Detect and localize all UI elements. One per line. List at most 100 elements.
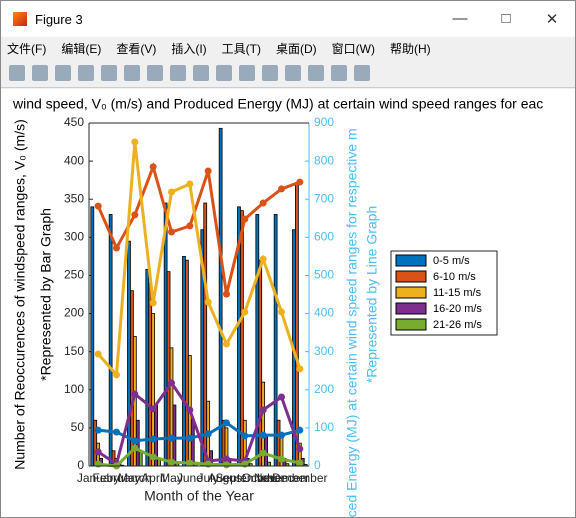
bar (93, 419, 98, 467)
line-marker (278, 431, 285, 439)
y2-tick-label: 300 (314, 344, 334, 358)
bar (267, 461, 271, 467)
x-tick-label: August (208, 471, 246, 485)
tool-button[interactable] (101, 65, 117, 81)
energy-line (96, 162, 301, 295)
line-marker (296, 426, 304, 434)
menu-item[interactable]: 文件(F) (7, 41, 47, 56)
tool-button[interactable] (124, 65, 140, 81)
line-marker (296, 459, 304, 467)
line-marker (149, 453, 157, 461)
menu-item[interactable]: 编辑(E) (61, 41, 102, 56)
line-marker (296, 178, 304, 186)
tool-button[interactable] (55, 65, 71, 81)
line-marker (278, 455, 285, 463)
maximize[interactable]: □ (501, 10, 511, 27)
line-marker (241, 460, 249, 468)
tool-button[interactable] (285, 65, 301, 81)
legend-label: 6-10 m/s (433, 271, 476, 283)
y2-tick-label: 200 (314, 382, 334, 396)
legend-swatch (395, 254, 427, 267)
line-marker (259, 449, 267, 457)
line-marker (223, 419, 230, 427)
bar (185, 259, 189, 467)
line-marker (149, 405, 157, 413)
y2-tick-label: 100 (314, 420, 334, 434)
line-marker (94, 460, 102, 468)
line-marker (149, 435, 157, 443)
y2-tick-label: 700 (314, 191, 334, 205)
x-tick-label: May (160, 471, 183, 485)
x-tick-label: February (92, 471, 140, 485)
tool-button[interactable] (308, 65, 324, 81)
line-marker (149, 299, 157, 307)
menu-item[interactable]: 插入(I) (171, 41, 207, 56)
line-marker (168, 379, 175, 387)
y-tick-label: 400 (64, 153, 84, 167)
line-marker (296, 445, 304, 453)
y2-tick-label: 800 (314, 153, 334, 167)
close[interactable]: ✕ (545, 11, 559, 28)
x-tick-label: June (177, 471, 203, 485)
line-marker (259, 431, 267, 439)
menu-item[interactable]: 桌面(D) (275, 41, 317, 56)
tool-button[interactable] (262, 65, 278, 81)
y-tick-label: 200 (64, 306, 84, 320)
line-marker (131, 437, 139, 445)
line-marker (186, 222, 194, 230)
tool-button[interactable] (354, 65, 370, 81)
bar (145, 268, 150, 467)
y-tick-label: 150 (64, 344, 84, 358)
y-tick-label: 450 (64, 115, 84, 129)
legend-label: 11-15 m/s (433, 287, 482, 299)
title-bar: Figure 3 — □ ✕ (1, 1, 575, 37)
line-marker (113, 244, 120, 252)
tool-button[interactable] (32, 65, 48, 81)
line-marker (223, 290, 230, 298)
legend-swatch (395, 302, 427, 315)
line-marker (186, 459, 194, 467)
line-marker (241, 308, 249, 316)
minimize[interactable]: — (452, 10, 468, 27)
line-marker (241, 432, 249, 440)
y-tick-label: 100 (64, 382, 84, 396)
tool-button[interactable] (216, 65, 232, 81)
toolbar (1, 59, 575, 88)
line-marker (131, 138, 139, 146)
tool-button[interactable] (9, 65, 25, 81)
y-tick-label: 350 (64, 191, 84, 205)
tool-button[interactable] (170, 65, 186, 81)
line-marker (223, 455, 230, 463)
x-tick-label: December (272, 471, 327, 485)
y2-axis-sublabel: *Represented by Line Graph (364, 206, 380, 383)
menu-item[interactable]: 查看(V) (116, 41, 157, 56)
y-tick-label: 0 (77, 458, 84, 472)
bar (240, 210, 244, 467)
tool-button[interactable] (193, 65, 209, 81)
x-tick-label: July (197, 471, 218, 485)
tool-button[interactable] (78, 65, 94, 81)
line-marker (278, 308, 285, 316)
line-marker (94, 350, 102, 358)
window-title: Figure 3 (35, 11, 83, 27)
plot-area (89, 123, 309, 466)
tool-button[interactable] (331, 65, 347, 81)
line-marker (186, 406, 194, 414)
menu-item[interactable]: 工具(T) (221, 41, 261, 56)
y-tick-label: 300 (64, 230, 84, 244)
y2-tick-label: 400 (314, 306, 334, 320)
app-icon (13, 12, 27, 26)
x-axis-label: Month of the Year (144, 488, 254, 504)
tool-button[interactable] (147, 65, 163, 81)
legend-swatch (395, 270, 427, 283)
x-tick-label: January (77, 471, 120, 485)
y2-tick-label: 500 (314, 268, 334, 282)
line-marker (296, 365, 304, 373)
y-axis-sublabel: *Represented by Bar Graph (38, 208, 54, 381)
bar (151, 313, 156, 467)
y2-tick-label: 900 (314, 115, 334, 129)
tool-button[interactable] (239, 65, 255, 81)
menu-item[interactable]: 窗口(W) (331, 41, 375, 56)
line-marker (259, 406, 267, 414)
menu-item[interactable]: 帮助(H) (389, 41, 431, 56)
